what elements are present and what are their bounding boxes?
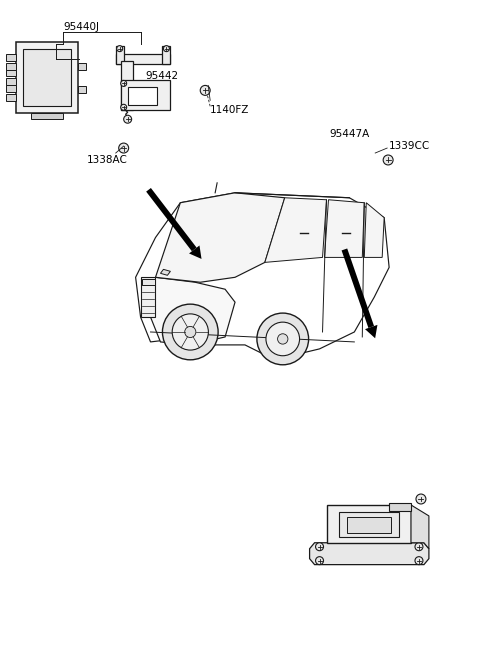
Bar [78, 87, 86, 93]
Bar [23, 49, 71, 106]
Text: 95440J: 95440J [63, 22, 99, 32]
Circle shape [124, 115, 132, 124]
Circle shape [162, 304, 218, 360]
Bar [116, 54, 170, 64]
Circle shape [415, 556, 423, 564]
Polygon shape [265, 198, 326, 262]
Text: 1140FZ: 1140FZ [210, 105, 250, 115]
Bar [348, 517, 391, 533]
Polygon shape [160, 269, 170, 275]
Polygon shape [364, 203, 384, 258]
Text: 95447A: 95447A [329, 129, 370, 139]
Bar [128, 87, 157, 105]
Circle shape [120, 104, 127, 110]
Polygon shape [156, 193, 285, 283]
Circle shape [120, 80, 127, 87]
Bar [6, 54, 16, 60]
Text: 1338AC: 1338AC [87, 155, 128, 165]
Circle shape [172, 314, 208, 350]
Bar [16, 41, 78, 113]
Bar [389, 503, 411, 511]
Bar [120, 60, 132, 110]
Bar [6, 62, 16, 70]
Bar [162, 45, 170, 64]
Bar [142, 279, 156, 285]
Polygon shape [189, 246, 202, 259]
Polygon shape [136, 193, 389, 355]
Bar [31, 113, 63, 119]
Bar [78, 62, 86, 70]
Bar [339, 512, 399, 537]
Circle shape [416, 494, 426, 504]
Circle shape [200, 85, 210, 95]
Bar [116, 45, 124, 64]
Bar [327, 505, 411, 543]
Text: 1339CC: 1339CC [389, 141, 431, 151]
Polygon shape [151, 277, 235, 345]
Bar [120, 80, 170, 110]
Text: 95442: 95442 [145, 72, 179, 81]
Polygon shape [146, 188, 197, 251]
Bar [6, 85, 16, 93]
Polygon shape [324, 200, 364, 258]
Circle shape [164, 45, 169, 52]
Circle shape [117, 45, 123, 52]
Circle shape [383, 155, 393, 165]
Circle shape [119, 143, 129, 153]
Bar [6, 78, 16, 85]
Circle shape [277, 334, 288, 344]
Bar [6, 95, 16, 101]
Polygon shape [310, 543, 429, 564]
Circle shape [185, 327, 196, 338]
Polygon shape [365, 325, 377, 338]
Bar [6, 70, 16, 76]
Circle shape [315, 556, 324, 564]
Polygon shape [411, 505, 429, 549]
Circle shape [315, 543, 324, 551]
Circle shape [415, 543, 423, 551]
Polygon shape [342, 248, 374, 328]
Circle shape [257, 313, 309, 365]
Polygon shape [141, 277, 156, 317]
Circle shape [266, 322, 300, 355]
